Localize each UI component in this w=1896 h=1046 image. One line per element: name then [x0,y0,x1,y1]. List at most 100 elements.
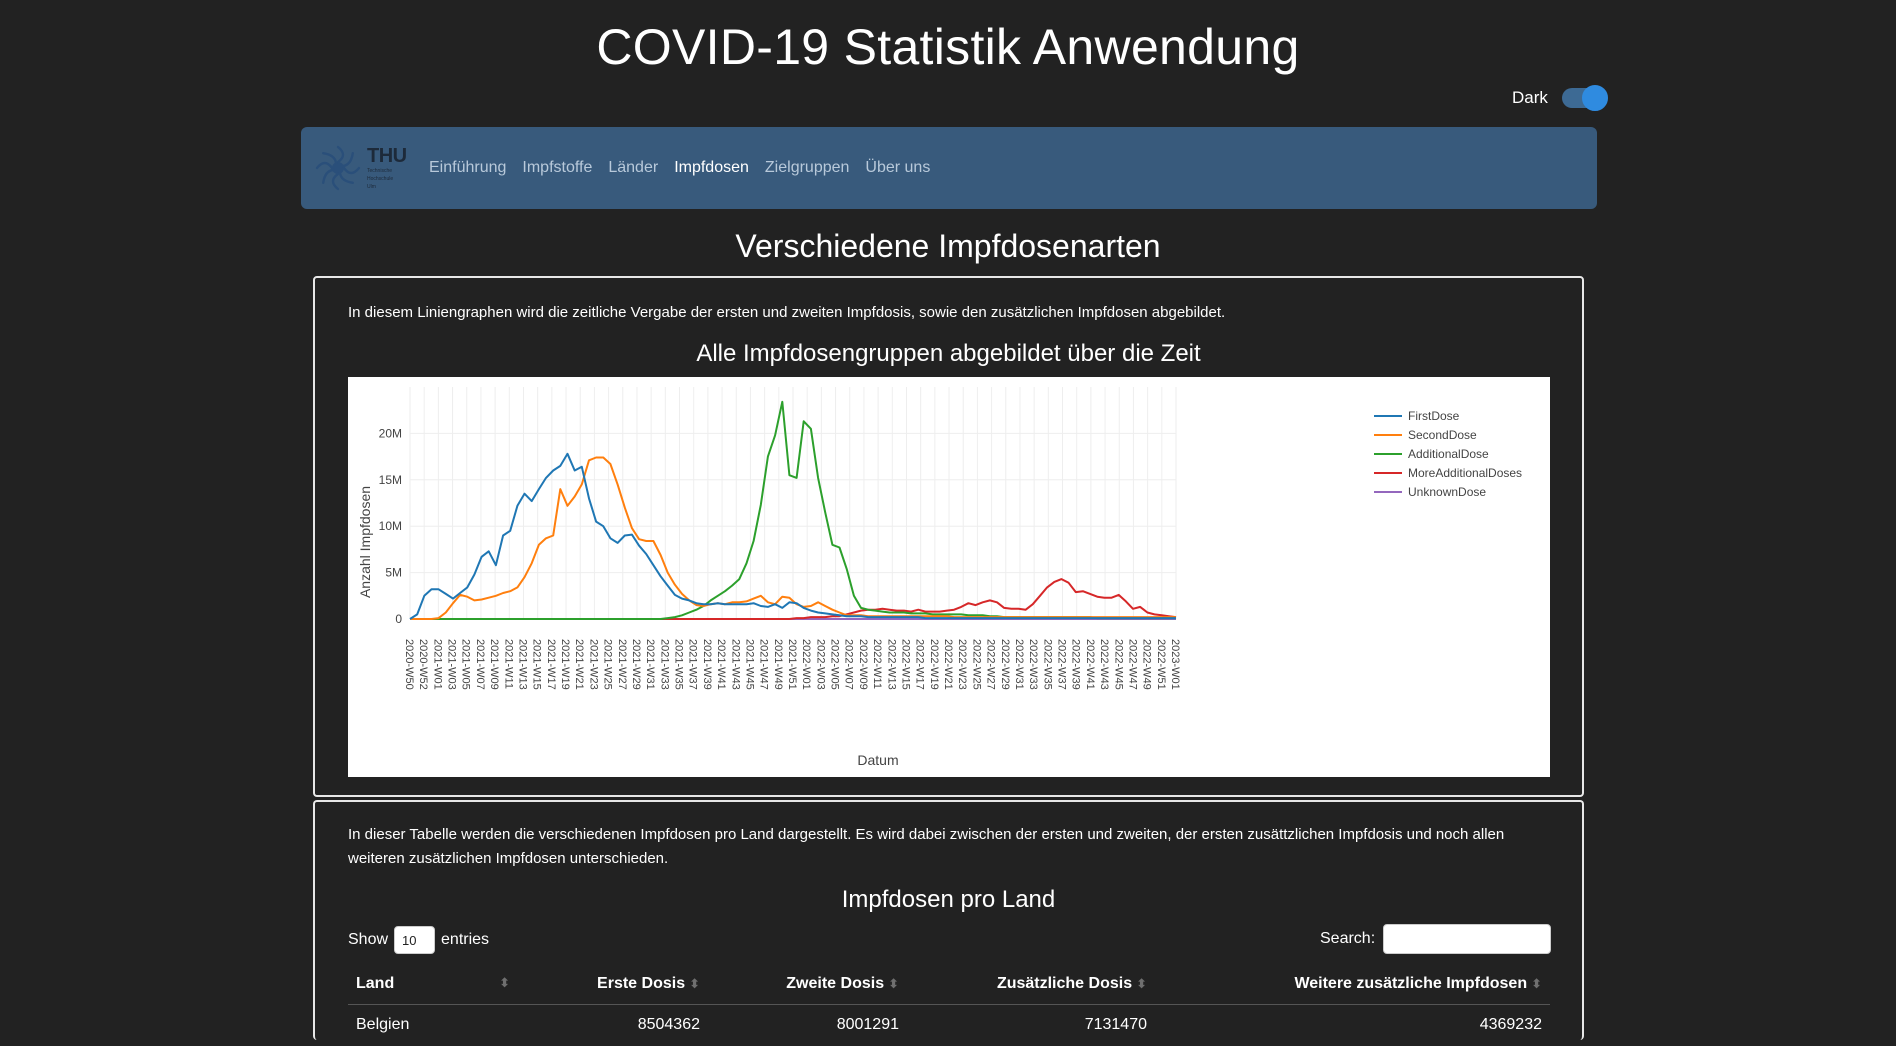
nav-item-impfstoffe[interactable]: Impfstoffe [522,159,593,176]
column-header-zweite-dosis[interactable]: Zweite Dosis ⬍ [708,964,907,1005]
column-header-erste-dosis[interactable]: Erste Dosis ⬍ [518,964,708,1005]
x-tick-label: 2022-W11 [871,639,883,689]
chart-legend: FirstDose SecondDose AdditionalDose MoreAdd… [1374,409,1522,499]
impfdosen-table: Land ⬍ Erste Dosis ⬍ Zweite Dosis ⬍ Zusätzl… [348,964,1550,1046]
x-tick-label: 2020-W50 [403,639,415,690]
x-gridlines [409,387,1177,619]
x-tick-label: 2021-W17 [545,639,557,690]
y-tick-label: 5M [385,566,402,580]
x-tick-label: 2020-W52 [417,639,429,690]
x-tick-label: 2022-W27 [985,639,997,690]
table-description: In dieser Tabelle werden die verschieden… [348,826,1505,867]
nav-links: Einführung Impfstoffe Länder Impfdosen Z… [429,159,930,177]
table-row: Belgien 8504362 8001291 7131470 4369232 [348,1004,1550,1046]
sort-icon: ⬍ [689,975,700,991]
x-tick-label: 2022-W19 [928,639,940,690]
theme-toggle: Dark [1512,85,1608,111]
x-tick-label: 2021-W39 [701,639,713,690]
table-cell-weitere-impfdosen: 4369232 [1479,1016,1542,1034]
table-cell-erste-dosis: 8504362 [637,1016,700,1034]
x-tick-label: 2021-W25 [602,639,614,690]
table-cell-zweite-dosis: 8001291 [836,1016,899,1034]
x-tick-label: 2021-W11 [502,639,514,689]
column-header-label: Weitere zusätzliche Impfdosen [1294,974,1528,992]
x-tick-label: 2021-W43 [729,639,741,690]
section-title: Verschiedene Impfdosenarten [735,228,1161,264]
nav-item-laender[interactable]: Länder [608,159,659,176]
x-tick-label: 2022-W51 [1155,639,1167,690]
entries-length-select[interactable]: 10 [394,926,436,954]
x-tick-label: 2022-W23 [956,639,968,690]
table-cell-zusaetzliche-dosis: 7131470 [1084,1016,1147,1034]
x-tick-labels: 2020-W50 2020-W52 2021-W01 2021-W03 2021-W05… [403,639,1181,690]
y-axis-label: Anzahl Impfdosen [357,486,373,598]
line-chart-card: In diesem Liniengraphen wird die zeitlic… [313,276,1584,797]
thu-logo[interactable]: THU Technische Hochschule Ulm [313,138,419,198]
search-label: Search: [1320,930,1376,947]
x-tick-label: 2022-W29 [999,639,1011,690]
x-tick-label: 2021-W51 [786,639,798,690]
x-tick-label: 2021-W21 [573,639,585,690]
x-tick-label: 2022-W17 [914,639,926,690]
x-tick-label: 2022-W15 [899,639,911,690]
x-tick-label: 2021-W01 [431,639,443,690]
column-header-land[interactable]: Land ⬍ [348,964,518,1005]
sort-icon: ⬍ [499,974,510,990]
nav-item-zielgruppen[interactable]: Zielgruppen [764,159,850,176]
x-axis-label: Datum [857,752,898,768]
series-lines [409,400,1177,620]
logo-subtext-1: Technische [367,168,393,174]
series-line-FirstDose [409,452,1176,620]
x-tick-label: 2021-W37 [687,639,699,690]
legend-item-label: SecondDose [1408,428,1477,442]
x-tick-label: 2021-W47 [758,639,770,690]
x-tick-label: 2021-W49 [772,639,784,690]
legend-item-label: MoreAdditionalDoses [1408,466,1522,480]
column-header-label: Land [356,974,395,992]
x-tick-label: 2022-W45 [1112,639,1124,690]
navbar: THU Technische Hochschule Ulm Einführung… [301,127,1597,209]
dark-mode-switch[interactable] [1561,85,1608,111]
nav-item-einfuehrung[interactable]: Einführung [429,159,507,176]
y-tick-label: 10M [379,519,402,533]
x-tick-label: 2022-W47 [1126,639,1138,690]
x-tick-label: 2022-W09 [857,639,869,690]
x-tick-label: 2022-W03 [814,639,826,690]
x-tick-label: 2021-W33 [658,639,670,690]
line-chart[interactable]: 0 5M 10M 15M 20M 2020-W50 2020-W52 2021-W01 202… [348,377,1550,777]
nav-item-impfdosen[interactable]: Impfdosen [674,159,749,176]
x-tick-label: 2023-W01 [1169,639,1181,690]
x-tick-label: 2021-W19 [559,639,571,690]
x-tick-label: 2021-W45 [743,639,755,690]
y-tick-label: 15M [379,473,402,487]
x-tick-label: 2022-W21 [942,639,954,690]
x-tick-label: 2021-W23 [587,639,599,690]
x-tick-label: 2021-W35 [673,639,685,690]
x-tick-label: 2022-W07 [843,639,855,690]
y-tick-label: 0 [395,612,402,626]
x-tick-label: 2022-W01 [800,639,812,690]
table-card: In dieser Tabelle werden die verschieden… [313,800,1584,1040]
column-header-zusaetzliche-dosis[interactable]: Zusätzliche Dosis ⬍ [907,964,1155,1005]
table-search-input[interactable] [1383,924,1552,954]
x-tick-label: 2022-W33 [1027,639,1039,690]
column-header-label: Erste Dosis [597,974,686,992]
x-tick-label: 2022-W49 [1141,639,1153,690]
x-tick-label: 2022-W31 [1013,639,1025,690]
table-cell-land: Belgien [356,1016,410,1034]
x-tick-label: 2022-W41 [1084,639,1096,690]
x-tick-label: 2022-W25 [970,639,982,690]
logo-subtext-2: Hochschule [367,176,394,182]
x-tick-label: 2021-W13 [516,639,528,690]
sort-icon: ⬍ [1531,975,1542,991]
entries-label: entries [441,931,490,948]
nav-item-ueber-uns[interactable]: Über uns [865,159,931,176]
switch-knob [1581,85,1608,111]
logo-text: THU [367,145,407,167]
table-search-control: Search: [1320,924,1552,954]
x-tick-label: 2021-W05 [460,639,472,690]
x-tick-label: 2021-W15 [531,639,543,690]
column-header-weitere-impfdosen[interactable]: Weitere zusätzliche Impfdosen ⬍ [1155,964,1550,1005]
chart-title: Alle Impfdosengruppen abgebildet über di… [696,340,1201,367]
